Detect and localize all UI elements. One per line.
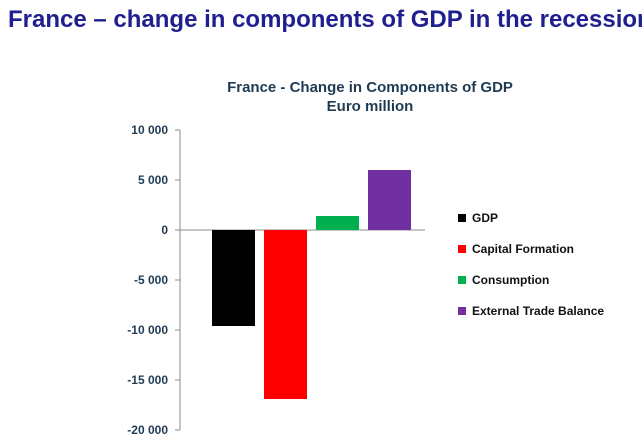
y-tick-label: -20 000 xyxy=(127,423,168,437)
chart-title-main: France - Change in Components of GDP xyxy=(227,79,513,96)
legend-label: Consumption xyxy=(472,273,549,287)
legend-label: Capital Formation xyxy=(472,242,574,256)
y-tick-label: -5 000 xyxy=(134,273,168,287)
y-tick-label: -15 000 xyxy=(127,373,168,387)
bar-3 xyxy=(368,170,411,230)
legend: GDP Capital Formation Consumption External … xyxy=(458,211,604,318)
slide-title: France – change in components of GDP in … xyxy=(8,6,642,33)
legend-swatch xyxy=(458,245,466,253)
y-tick-label: 5 000 xyxy=(138,173,168,187)
legend-label: GDP xyxy=(472,211,498,225)
bar-1 xyxy=(264,230,307,399)
y-tick-label: 10 000 xyxy=(131,123,168,137)
bars xyxy=(212,170,411,399)
legend-swatch xyxy=(458,214,466,222)
legend-label: External Trade Balance xyxy=(472,304,604,318)
bar-0 xyxy=(212,230,255,326)
y-tick-label: 0 xyxy=(161,223,168,237)
legend-swatch xyxy=(458,276,466,284)
y-tick-label: -10 000 xyxy=(127,323,168,337)
legend-swatch xyxy=(458,307,466,315)
chart-subtitle: Euro million xyxy=(326,98,414,115)
y-axis: 10 000 5 000 0 -5 000 -10 000 -15 000 -20 000 xyxy=(127,123,425,437)
bar-2 xyxy=(316,216,359,230)
chart-title: France - Change in Components of GDP Eur… xyxy=(180,78,560,116)
